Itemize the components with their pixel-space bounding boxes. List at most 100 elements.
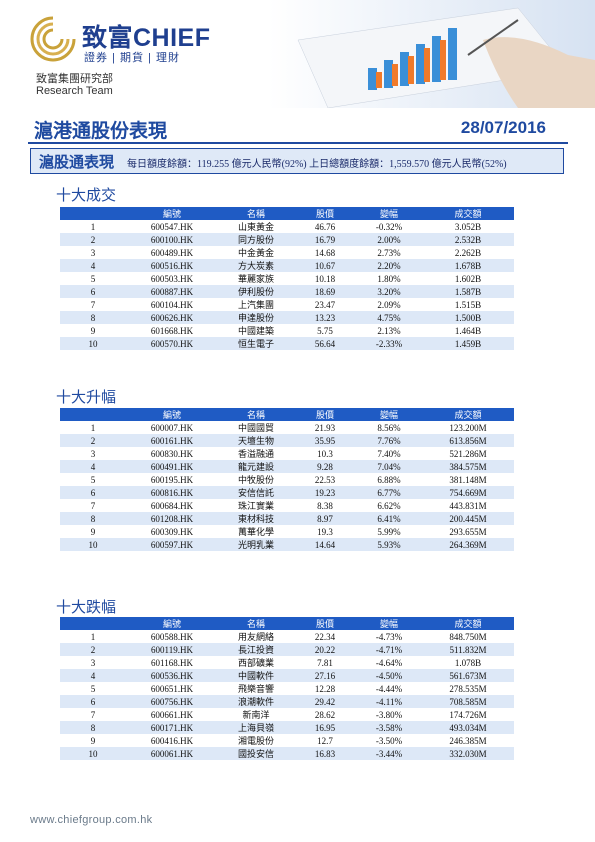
table-row: 7 600104.HK 上汽集團 23.47 2.09% 1.515B xyxy=(60,298,514,311)
cell-code: 601668.HK xyxy=(150,325,194,336)
cell-rank: 3 xyxy=(90,247,96,258)
cell-name: 新南洋 xyxy=(242,710,270,720)
cell-change: 6.41% xyxy=(356,512,422,525)
cell-code: 600061.HK xyxy=(126,747,218,760)
cell-price: 14.64 xyxy=(294,538,356,551)
cell-turnover: 521.286M xyxy=(449,448,487,459)
cell-name: 國投安信 xyxy=(218,747,294,760)
column-header-change: 變幅 xyxy=(356,408,422,421)
cell-rank: 8 xyxy=(60,721,126,734)
cell-name: 山東黃金 xyxy=(237,222,274,232)
table-row: 6 600756.HK 浪潮軟件 29.42 -4.11% 708.585M xyxy=(60,695,514,708)
top-losers-table: 編號 名稱 股價 變幅 成交額 1 600588.HK 用友網絡 22.34 -4.73… xyxy=(60,617,514,760)
cell-code: 600830.HK xyxy=(150,448,194,459)
cell-price: 22.34 xyxy=(314,631,336,642)
table-header-row: 編號 名稱 股價 變幅 成交額 xyxy=(60,207,514,220)
cell-turnover: 708.585M xyxy=(422,695,514,708)
cell-code: 600597.HK xyxy=(126,538,218,551)
table-row: 8 600626.HK 申達股份 13.23 4.75% 1.500B xyxy=(60,311,514,324)
cell-name: 中國國貿 xyxy=(237,423,274,433)
cell-price: 56.64 xyxy=(294,337,356,350)
cell-turnover: 293.655M xyxy=(449,526,487,537)
cell-turnover: 278.535M xyxy=(449,683,487,694)
cell-turnover: 443.831M xyxy=(449,500,487,511)
report-date: 28/07/2016 xyxy=(460,118,546,137)
column-header-price: 股價 xyxy=(294,617,356,630)
cell-name: 長江投資 xyxy=(218,643,294,656)
table-row: 10 600061.HK 國投安信 16.83 -3.44% 332.030M xyxy=(60,747,514,760)
table-row: 4 600536.HK 中國軟件 27.16 -4.50% 561.673M xyxy=(60,669,514,682)
section-title-top-losers: 十大跌幅 xyxy=(56,599,117,616)
table-row: 3 600830.HK 香溢融通 10.3 7.40% 521.286M xyxy=(60,447,514,460)
cell-price: 10.67 xyxy=(294,259,356,272)
cell-code: 600119.HK xyxy=(126,643,218,656)
cell-rank: 10 xyxy=(60,337,126,350)
cell-name: 天壇生物 xyxy=(218,434,294,447)
cell-name: 中金黃金 xyxy=(237,248,274,258)
cell-change: -3.58% xyxy=(356,721,422,734)
cell-rank: 2 xyxy=(60,434,126,447)
table-row: 1 600547.HK 山東黃金 46.76 -0.32% 3.052B xyxy=(60,220,514,233)
cell-change: 5.99% xyxy=(377,526,401,537)
cell-price: 14.68 xyxy=(314,247,336,258)
cell-name: 中國建築 xyxy=(237,326,274,336)
cell-rank: 6 xyxy=(60,695,126,708)
cell-turnover: 384.575M xyxy=(422,460,514,473)
cell-turnover: 2.262B xyxy=(454,247,482,258)
cell-code: 600661.HK xyxy=(150,709,194,720)
table-row: 7 600661.HK 新南洋 28.62 -3.80% 174.726M xyxy=(60,708,514,721)
cell-rank: 1 xyxy=(90,221,96,232)
cell-change: 7.76% xyxy=(356,434,422,447)
table-row: 6 600816.HK 安信信託 19.23 6.77% 754.669M xyxy=(60,486,514,499)
cell-turnover: 1.078B xyxy=(454,657,482,668)
cell-price: 16.95 xyxy=(294,721,356,734)
cell-turnover: 511.832M xyxy=(422,643,514,656)
cell-price: 13.23 xyxy=(294,311,356,324)
column-header-price: 股價 xyxy=(294,408,356,421)
cell-turnover: 246.385M xyxy=(449,735,487,746)
cell-turnover: 200.445M xyxy=(422,512,514,525)
cell-change: 2.09% xyxy=(377,299,401,310)
quota-summary-box: 滬股通表現 每日額度餘額：119.255 億元人民幣(92%) 上日總額度餘額：… xyxy=(30,148,564,174)
cell-name: 申達股份 xyxy=(218,311,294,324)
column-header-change: 變幅 xyxy=(356,617,422,630)
table-header-row: 編號 名稱 股價 變幅 成交額 xyxy=(60,617,514,630)
cell-rank: 7 xyxy=(90,709,96,720)
cell-turnover: 1.500B xyxy=(422,311,514,324)
section-title-top-turnover: 十大成交 xyxy=(56,187,117,204)
cell-turnover: 1.678B xyxy=(422,259,514,272)
cell-change: 8.56% xyxy=(377,422,401,433)
cell-rank: 10 xyxy=(60,538,126,551)
table-row: 5 600195.HK 中牧股份 22.53 6.88% 381.148M xyxy=(60,473,514,486)
cell-code: 600651.HK xyxy=(150,683,194,694)
cell-code: 600491.HK xyxy=(126,460,218,473)
cell-name: 龍元建設 xyxy=(218,460,294,473)
cell-change: -4.71% xyxy=(356,643,422,656)
cell-change: -4.73% xyxy=(375,631,403,642)
cell-rank: 5 xyxy=(90,683,96,694)
cell-change: 6.77% xyxy=(356,486,422,499)
cell-turnover: 1.464B xyxy=(454,325,482,336)
cell-change: -4.64% xyxy=(375,657,403,668)
company-name: 致富CHIEF xyxy=(82,24,211,52)
column-header-price: 股價 xyxy=(294,207,356,220)
cell-name: 恒生電子 xyxy=(218,337,294,350)
cell-price: 19.3 xyxy=(317,526,333,537)
cell-turnover: 381.148M xyxy=(449,474,487,485)
cell-name: 同方股份 xyxy=(218,233,294,246)
cell-turnover: 1.602B xyxy=(454,273,482,284)
cell-price: 27.16 xyxy=(294,669,356,682)
table-row: 9 600309.HK 萬華化學 19.3 5.99% 293.655M xyxy=(60,525,514,538)
cell-change: 2.13% xyxy=(377,325,401,336)
cell-price: 35.95 xyxy=(294,434,356,447)
cell-code: 601208.HK xyxy=(126,512,218,525)
cell-turnover: 3.052B xyxy=(454,221,482,232)
cell-rank: 8 xyxy=(60,311,126,324)
table-row: 8 601208.HK 東材科技 8.97 6.41% 200.445M xyxy=(60,512,514,525)
cell-name: 珠江實業 xyxy=(237,501,274,511)
cell-change: -0.32% xyxy=(375,221,403,232)
cell-change: 2.20% xyxy=(356,259,422,272)
cell-price: 8.38 xyxy=(317,500,333,511)
cell-code: 600516.HK xyxy=(126,259,218,272)
cell-turnover: 123.200M xyxy=(449,422,487,433)
